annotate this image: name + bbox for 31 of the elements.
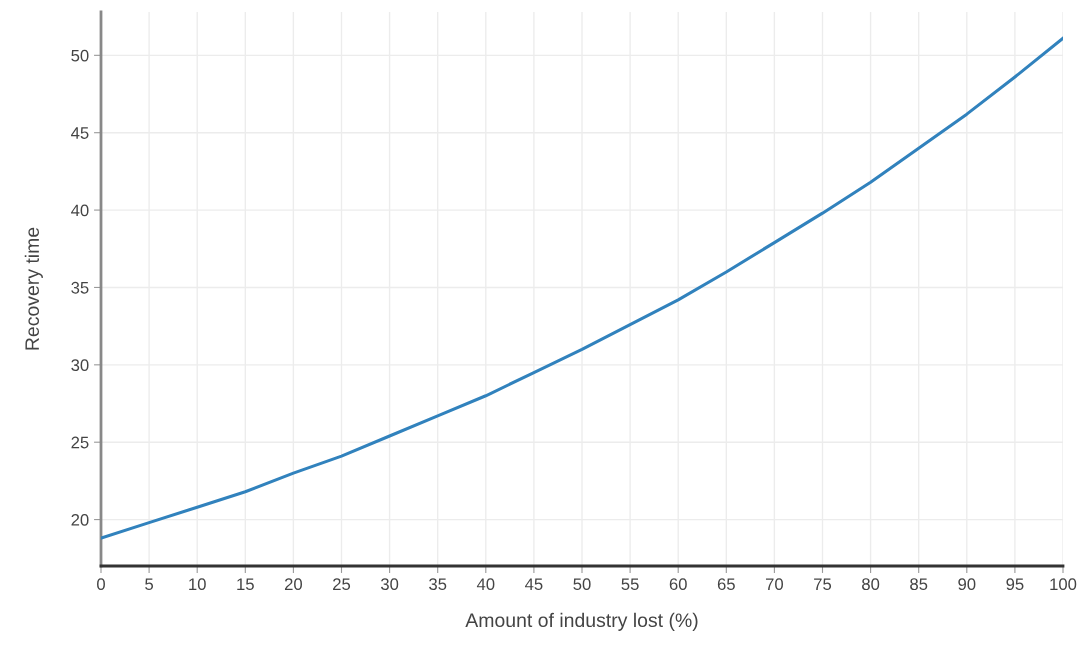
x-tick-label: 5 (145, 578, 154, 591)
x-tick-label: 65 (717, 578, 735, 591)
x-tick-label: 95 (1006, 578, 1024, 591)
x-tick-label: 70 (765, 578, 784, 591)
y-tick-label: 35 (71, 281, 89, 294)
x-tick-label: 15 (237, 578, 254, 591)
x-tick-label: 20 (284, 578, 303, 591)
y-tick-label: 40 (71, 204, 89, 217)
x-axis-title: Amount of industry lost (%) (465, 612, 698, 631)
x-tick-label: 10 (189, 578, 206, 591)
x-tick-label: 60 (669, 578, 687, 591)
y-axis-title: Recovery time (24, 227, 43, 350)
x-tick-label: 45 (525, 578, 543, 591)
x-tick-label: 35 (429, 578, 447, 591)
x-tick-label: 75 (814, 578, 832, 591)
line-series (101, 36, 1063, 540)
x-tick-label: 80 (862, 578, 880, 591)
x-tick-label: 40 (476, 578, 495, 591)
x-tick-label: 25 (333, 578, 351, 591)
y-tick-label: 20 (71, 513, 89, 526)
x-tick-label: 100 (1050, 578, 1077, 591)
x-tick-label: 0 (97, 578, 105, 591)
x-tick-label: 85 (910, 578, 928, 591)
x-tick-label: 30 (380, 578, 399, 591)
y-tick-label: 45 (71, 127, 89, 139)
x-tick-label: 50 (573, 578, 591, 591)
y-tick-label: 50 (71, 49, 89, 62)
x-tick-label: 55 (621, 578, 639, 591)
x-tick-label: 90 (958, 578, 976, 591)
y-tick-label: 30 (71, 359, 89, 372)
y-tick-label: 25 (71, 436, 89, 449)
